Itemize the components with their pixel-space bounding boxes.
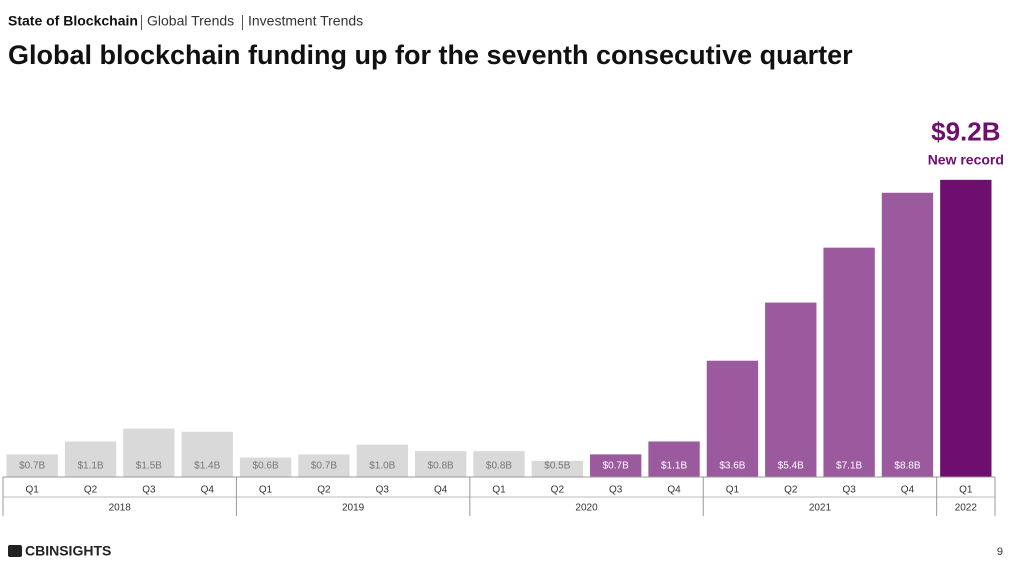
x-tick-label: Q3 [142, 485, 156, 496]
x-tick-label: Q3 [842, 485, 856, 496]
x-tick-label: Q1 [726, 485, 740, 496]
bar [414, 451, 467, 477]
x-tick-label: Q1 [492, 485, 506, 496]
x-tick-label: Q3 [609, 485, 623, 496]
value-label: $7.1B [836, 461, 862, 472]
bar [765, 302, 817, 477]
group-label: 2020 [575, 503, 598, 514]
value-label: $1.5B [136, 461, 162, 472]
group-label: 2018 [109, 503, 132, 514]
breadcrumb-main: State of Blockchain [8, 13, 138, 29]
x-tick-label: Q1 [959, 485, 973, 496]
bar [356, 444, 408, 477]
value-label: $1.4B [194, 461, 220, 472]
value-label: $5.4B [778, 461, 804, 472]
logo: CBINSIGHTS [8, 543, 111, 559]
group-label: 2021 [809, 503, 832, 514]
bar [298, 454, 350, 477]
x-tick-label: Q4 [901, 485, 915, 496]
x-tick-label: Q4 [667, 485, 681, 496]
separator [242, 15, 243, 30]
x-tick-label: Q1 [259, 485, 273, 496]
value-label: $1.0B [369, 461, 395, 472]
bar [531, 460, 584, 477]
value-label: $1.1B [661, 461, 687, 472]
logo-text: CBINSIGHTS [25, 543, 111, 559]
chart-title: Global blockchain funding up for the sev… [8, 40, 853, 70]
x-tick-label: Q2 [84, 485, 98, 496]
value-label: $0.8B [486, 461, 512, 472]
x-tick-label: Q2 [317, 485, 331, 496]
value-label: $3.6B [719, 461, 745, 472]
value-label: $9.2B [931, 117, 1000, 147]
value-label: $0.5B [544, 461, 570, 472]
x-tick-label: Q3 [376, 485, 390, 496]
bar [181, 431, 233, 477]
bar [239, 457, 292, 477]
x-tick-label: Q4 [201, 485, 215, 496]
annotation: New record [928, 152, 1004, 168]
group-label: 2019 [342, 503, 365, 514]
value-label: $0.7B [603, 461, 629, 472]
bar [706, 360, 759, 477]
bar [590, 454, 642, 477]
logo-icon [8, 545, 22, 557]
bar [6, 454, 58, 477]
x-tick-label: Q2 [784, 485, 798, 496]
bar [64, 441, 117, 477]
bar [648, 441, 700, 477]
breadcrumb: Investment Trends [248, 13, 363, 29]
bar [123, 428, 175, 477]
bar [940, 179, 992, 477]
bar [473, 451, 525, 477]
value-label: $0.8B [428, 461, 454, 472]
x-tick-label: Q2 [551, 485, 565, 496]
value-label: $1.1B [77, 461, 103, 472]
breadcrumb: Global Trends [147, 13, 234, 29]
page-number: 9 [997, 546, 1003, 558]
value-label: $0.7B [19, 461, 45, 472]
x-tick-label: Q4 [434, 485, 448, 496]
bar [881, 192, 934, 477]
group-label: 2022 [955, 503, 978, 514]
value-label: $0.6B [253, 461, 279, 472]
value-label: $8.8B [894, 461, 920, 472]
separator [141, 15, 142, 30]
x-tick-label: Q1 [26, 485, 40, 496]
bar [823, 247, 875, 477]
value-label: $0.7B [311, 461, 337, 472]
